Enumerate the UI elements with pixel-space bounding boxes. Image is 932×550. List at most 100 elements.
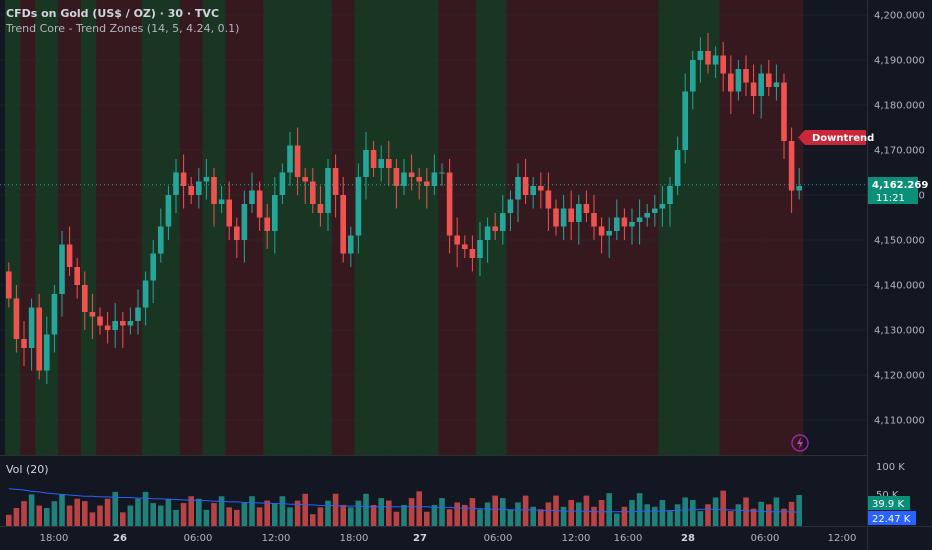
candle-body — [431, 172, 438, 186]
candle — [560, 195, 567, 240]
candle — [773, 64, 780, 101]
volume-bar — [272, 503, 278, 526]
time-axis-label: 16:00 — [614, 533, 643, 544]
candle — [484, 217, 491, 263]
time-axis[interactable]: 18:00 26 06:00 12:00 18:00 27 06:00 12:00 16:00 2… — [40, 533, 857, 544]
volume-bar — [735, 504, 742, 526]
trend-zone — [673, 0, 682, 455]
trend-zone — [88, 0, 97, 455]
volume-bar — [317, 507, 324, 526]
candle-body — [446, 172, 453, 236]
trend-zone — [27, 0, 36, 455]
candle — [332, 154, 339, 218]
candle — [621, 208, 628, 240]
candle-body — [697, 51, 704, 60]
volume-bar — [522, 495, 529, 526]
trend-zone — [248, 0, 257, 455]
candle — [211, 168, 217, 227]
candle-body — [348, 235, 354, 254]
volume-bar — [211, 503, 217, 526]
candle-body — [583, 204, 590, 213]
trend-zone — [195, 0, 203, 455]
candle-body — [773, 82, 780, 87]
volume-bar — [6, 514, 12, 526]
trend-zone — [423, 0, 431, 455]
indicator-legend[interactable]: Trend Core - Trend Zones (14, 5, 4.24, 0… — [6, 22, 239, 35]
candle-body — [378, 159, 384, 168]
price-axis[interactable]: 4,200.000 4,190.000 4,180.000 4,170.000 4,16… — [874, 11, 925, 427]
candle — [363, 132, 369, 200]
candle — [477, 222, 483, 276]
candle — [142, 271, 149, 326]
volume-bar — [469, 498, 476, 526]
volume-bar — [264, 500, 270, 526]
volume-bar — [340, 504, 346, 526]
candle-body — [165, 195, 172, 227]
volume-bar — [766, 504, 772, 526]
candle — [325, 159, 331, 231]
candle-body — [112, 321, 118, 330]
volume-legend[interactable]: Vol (20) — [6, 463, 49, 476]
candle-body — [226, 199, 232, 227]
candle — [355, 163, 362, 254]
candle-body — [667, 186, 673, 204]
candle — [530, 177, 536, 209]
candle-body — [150, 253, 156, 281]
candle-body — [758, 73, 764, 96]
candle-body — [788, 141, 795, 191]
candle — [226, 181, 232, 240]
candle-body — [728, 73, 734, 92]
candle — [758, 64, 764, 119]
trend-zone — [134, 0, 143, 455]
candle — [310, 168, 316, 213]
trend-zone — [141, 0, 150, 455]
candle — [545, 172, 552, 231]
candle-body — [484, 226, 491, 240]
volume-bar — [484, 502, 491, 526]
price-axis-label: 4,110.000 — [874, 416, 925, 427]
trend-zone — [286, 0, 295, 455]
candle — [218, 186, 225, 213]
volume-bar — [454, 502, 460, 526]
candle-body — [13, 298, 20, 339]
price-label-countdown: 11:21 — [876, 193, 905, 204]
candle — [690, 51, 696, 110]
volume-bar — [165, 498, 172, 526]
trend-zone — [172, 0, 181, 455]
volume-bar — [576, 502, 582, 526]
trend-zone — [50, 0, 59, 455]
candle — [165, 186, 172, 240]
volume-bar — [120, 512, 126, 526]
candle — [796, 168, 802, 200]
volume-bar — [13, 508, 20, 526]
volume-bar — [697, 511, 704, 526]
candle — [636, 199, 643, 245]
candle-body — [370, 150, 377, 168]
chart-title[interactable]: CFDs on Gold (US$ / OZ) · 30 · TVC — [6, 7, 220, 20]
trend-zone — [468, 0, 477, 455]
volume-bar — [500, 498, 506, 526]
lightning-icon[interactable] — [791, 434, 809, 452]
candle-body — [621, 217, 628, 227]
candle-body — [256, 190, 263, 218]
volume-bar — [788, 501, 795, 526]
trend-zone — [772, 0, 781, 455]
candle — [576, 195, 582, 245]
candle — [348, 226, 354, 267]
candle-body — [408, 172, 415, 177]
candle — [294, 127, 301, 195]
candle-body — [507, 199, 514, 213]
candle — [697, 37, 704, 83]
candle — [469, 235, 476, 272]
candle — [492, 213, 498, 240]
trend-zone — [582, 0, 591, 455]
candle — [378, 145, 384, 182]
candle — [583, 190, 590, 222]
trend-zone — [749, 0, 758, 455]
volume-bar — [416, 491, 422, 526]
trend-zone — [757, 0, 766, 455]
candle-body — [325, 168, 331, 213]
price-axis-label: 4,180.000 — [874, 101, 925, 112]
volume-bar — [560, 506, 567, 526]
